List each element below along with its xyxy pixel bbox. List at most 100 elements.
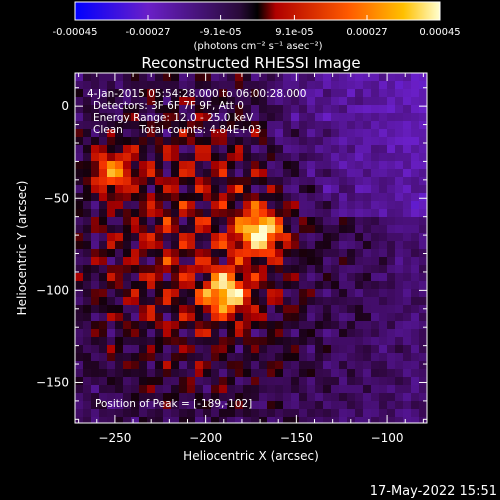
image-pixel — [83, 249, 91, 257]
image-pixel — [371, 409, 379, 417]
image-pixel — [395, 137, 403, 145]
image-pixel — [115, 81, 123, 89]
image-pixel — [147, 281, 155, 289]
image-pixel — [227, 97, 235, 105]
image-pixel — [195, 177, 203, 185]
image-pixel — [187, 169, 195, 177]
image-pixel — [139, 201, 147, 209]
image-pixel — [315, 217, 323, 225]
image-pixel — [115, 201, 123, 209]
image-pixel — [387, 409, 395, 417]
image-pixel — [371, 241, 379, 249]
image-pixel — [107, 113, 115, 121]
image-pixel — [403, 169, 411, 177]
image-pixel — [235, 401, 243, 409]
image-pixel — [179, 249, 187, 257]
image-pixel — [403, 265, 411, 273]
image-pixel — [155, 185, 163, 193]
colorbar-tick-label: -0.00045 — [53, 27, 98, 38]
image-pixel — [379, 281, 387, 289]
image-pixel — [187, 177, 195, 185]
image-pixel — [315, 233, 323, 241]
image-pixel — [259, 281, 267, 289]
image-pixel — [131, 313, 139, 321]
image-pixel — [171, 217, 179, 225]
image-pixel — [419, 201, 427, 209]
image-pixel — [195, 145, 203, 153]
image-pixel — [379, 409, 387, 417]
image-pixel — [395, 257, 403, 265]
image-pixel — [411, 153, 419, 161]
image-pixel — [211, 153, 219, 161]
image-pixel — [179, 329, 187, 337]
image-pixel — [379, 321, 387, 329]
image-pixel — [291, 321, 299, 329]
image-pixel — [411, 209, 419, 217]
image-pixel — [379, 97, 387, 105]
image-pixel — [235, 369, 243, 377]
image-pixel — [171, 393, 179, 401]
image-pixel — [163, 313, 171, 321]
image-pixel — [139, 329, 147, 337]
image-pixel — [147, 233, 155, 241]
image-pixel — [123, 265, 131, 273]
image-pixel — [115, 193, 123, 201]
image-pixel — [99, 241, 107, 249]
image-pixel — [115, 393, 123, 401]
image-pixel — [363, 185, 371, 193]
image-pixel — [91, 185, 99, 193]
image-pixel — [171, 249, 179, 257]
image-pixel — [331, 409, 339, 417]
image-pixel — [243, 273, 251, 281]
image-pixel — [203, 153, 211, 161]
image-pixel — [323, 377, 331, 385]
image-pixel — [371, 329, 379, 337]
image-pixel — [147, 377, 155, 385]
image-pixel — [347, 233, 355, 241]
image-pixel — [251, 361, 259, 369]
image-pixel — [163, 385, 171, 393]
image-pixel — [259, 193, 267, 201]
image-pixel — [355, 121, 363, 129]
image-pixel — [227, 81, 235, 89]
image-pixel — [203, 113, 211, 121]
image-pixel — [299, 177, 307, 185]
image-pixel — [131, 89, 139, 97]
image-pixel — [331, 313, 339, 321]
image-pixel — [187, 369, 195, 377]
image-pixel — [195, 377, 203, 385]
image-pixel — [211, 97, 219, 105]
image-pixel — [315, 329, 323, 337]
image-pixel — [299, 217, 307, 225]
image-pixel — [235, 409, 243, 417]
image-pixel — [355, 345, 363, 353]
image-pixel — [323, 265, 331, 273]
image-pixel — [203, 337, 211, 345]
image-pixel — [211, 81, 219, 89]
image-pixel — [283, 81, 291, 89]
image-pixel — [363, 177, 371, 185]
image-pixel — [315, 201, 323, 209]
image-pixel — [395, 129, 403, 137]
image-pixel — [115, 401, 123, 409]
image-pixel — [139, 137, 147, 145]
image-pixel — [179, 321, 187, 329]
image-pixel — [387, 177, 395, 185]
image-pixel — [363, 361, 371, 369]
image-pixel — [155, 81, 163, 89]
image-pixel — [131, 417, 139, 423]
image-pixel — [275, 385, 283, 393]
image-pixel — [307, 137, 315, 145]
image-pixel — [291, 305, 299, 313]
image-pixel — [251, 169, 259, 177]
image-pixel — [211, 417, 219, 423]
image-pixel — [163, 233, 171, 241]
image-pixel — [275, 329, 283, 337]
image-pixel — [259, 137, 267, 145]
image-pixel — [403, 89, 411, 97]
image-pixel — [355, 369, 363, 377]
image-pixel — [315, 73, 323, 81]
image-pixel — [235, 129, 243, 137]
image-pixel — [387, 305, 395, 313]
image-pixel — [371, 393, 379, 401]
